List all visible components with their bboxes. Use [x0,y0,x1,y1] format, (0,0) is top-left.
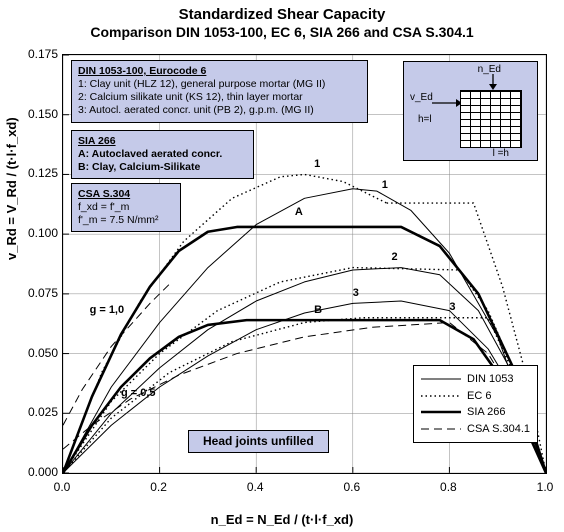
legend-label: DIN 1053 [467,371,513,388]
legend-row: CSA S.304.1 [421,421,530,438]
legend-label: EC 6 [467,388,491,405]
box-csa: CSA S.304 f_xd = f'_m f'_m = 7.5 N/mm² [71,183,181,232]
arrow-right-icon [432,99,462,107]
center-label: Head joints unfilled [188,430,329,453]
ytick: 0.000 [22,465,58,479]
curve-label-1a: 1 [314,158,320,170]
box-din-l3: 3: Autocl. aerated concr. unit (PB 2), g… [78,104,361,117]
ytick: 0.075 [22,286,58,300]
inset-l: l =h [493,148,509,159]
box-sia-title: SIA 266 [78,135,247,148]
box-sia: SIA 266 A: Autoclaved aerated concr. B: … [71,130,254,179]
title-line-1: Standardized Shear Capacity [0,6,564,23]
y-axis-label: v_Rd = V_Rd / (t·l·f_xd) [4,117,19,260]
curve-label-3a: 3 [353,287,359,299]
arrow-down-icon [489,74,497,90]
curve-label-g05: g = 0,5 [121,387,156,399]
legend-label: SIA 266 [467,404,506,421]
inset-h: h=l [418,114,432,125]
ytick: 0.050 [22,346,58,360]
curve-label-3b: 3 [449,301,455,313]
box-csa-title: CSA S.304 [78,188,174,201]
ytick: 0.100 [22,226,58,240]
xtick: 0.4 [247,480,264,494]
legend-stroke-icon [421,374,461,384]
legend: DIN 1053EC 6SIA 266CSA S.304.1 [413,365,538,443]
ytick: 0.125 [22,166,58,180]
legend-stroke-icon [421,407,461,417]
inset-ved: v_Ed [410,92,433,103]
box-csa-l2: f'_m = 7.5 N/mm² [78,214,174,227]
box-din-l2: 2: Calcium silikate unit (KS 12), thin l… [78,91,361,104]
curve-label-g10: g = 1,0 [90,304,125,316]
inset-diagram: v_Ed n_Ed h=l l =h [403,61,538,161]
box-din-title: DIN 1053-100, Eurocode 6 [78,65,361,78]
box-csa-l1: f_xd = f'_m [78,201,174,214]
x-axis-label: n_Ed = N_Ed / (t·l·f_xd) [0,512,564,527]
xtick: 0.8 [440,480,457,494]
legend-row: EC 6 [421,388,530,405]
xtick: 1.0 [537,480,554,494]
legend-label: CSA S.304.1 [467,421,530,438]
legend-stroke-icon [421,391,461,401]
legend-stroke-icon [421,424,461,434]
xtick: 0.6 [343,480,360,494]
legend-row: SIA 266 [421,404,530,421]
chart-area: DIN 1053-100, Eurocode 6 1: Clay unit (H… [62,54,547,474]
legend-row: DIN 1053 [421,371,530,388]
curve-label-1b: 1 [382,179,388,191]
box-din: DIN 1053-100, Eurocode 6 1: Clay unit (H… [71,60,368,123]
ytick: 0.175 [22,47,58,61]
xtick: 0.2 [150,480,167,494]
title-line-2: Comparison DIN 1053-100, EC 6, SIA 266 a… [0,24,564,40]
ytick: 0.025 [22,405,58,419]
xtick: 0.0 [54,480,71,494]
curve-label-A: A [295,206,303,218]
ytick: 0.150 [22,107,58,121]
box-sia-l1: A: Autoclaved aerated concr. [78,148,247,161]
curve-label-B: B [314,304,322,316]
box-din-l1: 1: Clay unit (HLZ 12), general purpose m… [78,78,361,91]
box-sia-l2: B: Clay, Calcium-Silikate [78,161,247,174]
brick-pattern [460,90,522,148]
curve-label-2: 2 [391,251,397,263]
